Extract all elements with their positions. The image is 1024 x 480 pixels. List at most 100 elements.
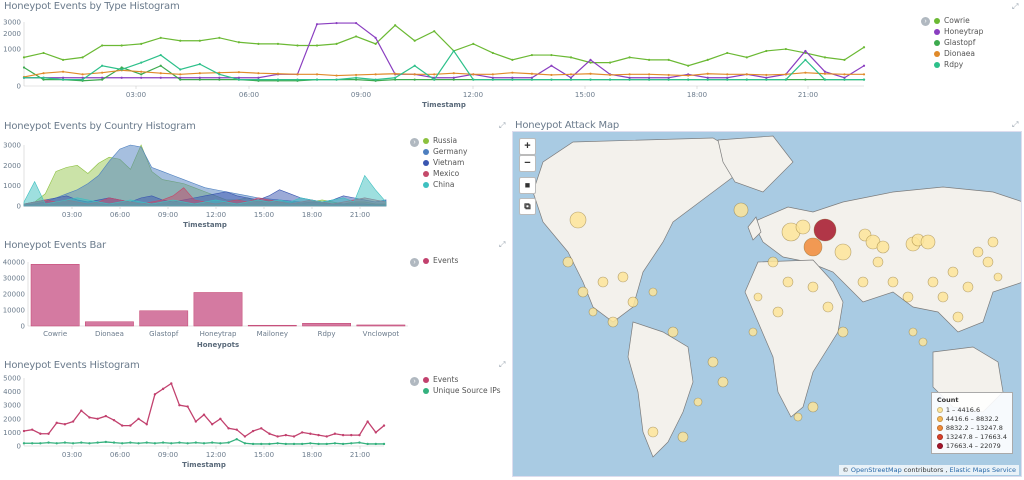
data-point [706,76,709,79]
data-point [96,441,99,444]
data-point [452,78,455,81]
y-tick-label: 1000 [3,46,21,54]
ems-link[interactable]: Elastic Maps Service [949,466,1016,474]
data-point [120,424,124,427]
expand-icon[interactable]: ⤢ [1012,120,1019,129]
attack-marker [918,337,928,347]
data-point [726,78,729,81]
attack-map[interactable]: + − ■ ⧉ Count 1 – 4416.6 4416.6 – 8832.2 8… [512,131,1022,477]
fit-bounds-button[interactable]: ⧉ [519,198,536,215]
events-bar-chart: 40000 30000 20000 10000 0 Cowrie Dionaea Glasto… [3,259,408,349]
data-point [88,416,91,419]
data-point [354,76,358,79]
legend-item[interactable]: Rdpy [934,59,983,70]
data-point [71,420,75,423]
legend-dot [423,170,429,177]
data-point [315,44,319,47]
series-line [23,24,865,67]
legend-item[interactable]: Unique Source IPs [423,385,501,396]
zoom-out-button[interactable]: − [519,155,536,172]
legend-toggle-icon[interactable]: › [410,258,419,267]
data-point [42,76,45,79]
data-point [284,433,288,437]
zoom-in-button[interactable]: + [519,138,536,155]
data-point [22,442,26,445]
y-tick-label: 0 [17,83,21,91]
map-legend-item: 8832.2 – 13247.8 [936,423,1007,432]
attack-marker [803,237,823,257]
data-point [745,56,748,59]
data-point [96,417,99,420]
data-point [667,73,670,77]
data-point [129,424,132,427]
expand-icon[interactable]: ⤢ [499,360,506,369]
data-point [784,78,787,81]
data-point [194,441,198,444]
data-point [745,78,748,81]
data-point [120,68,123,71]
legend-toggle-icon[interactable]: › [410,377,419,386]
landmass [717,135,794,193]
panel-title-events-histogram: Honeypot Events Histogram [4,360,140,371]
data-point [81,73,84,76]
data-point [394,72,397,75]
data-point [569,76,573,79]
legend-item[interactable]: Dionaea [934,48,983,59]
data-point [550,64,553,67]
data-point [186,442,189,445]
attack-marker [607,316,619,328]
draw-rectangle-button[interactable]: ■ [519,177,536,194]
data-point [648,76,651,79]
data-point [61,70,65,73]
attack-marker [920,234,936,250]
legend-label: Glastopf [944,38,976,47]
legend-item[interactable]: Germany [423,146,467,157]
legend-item[interactable]: Vietnam [423,157,467,168]
legend-item[interactable]: Cowrie [934,15,983,26]
legend-item[interactable]: Events [423,374,501,385]
legend-item[interactable]: Events [423,255,458,266]
y-tick-label: 1000 [3,429,21,437]
legend-toggle-icon[interactable]: › [410,138,419,147]
legend-item[interactable]: China [423,179,467,190]
data-point [862,64,866,67]
data-point [433,30,436,33]
data-point [276,72,280,75]
attack-marker [648,287,658,297]
osm-link[interactable]: OpenStreetMap [850,466,902,474]
legend-dot [934,28,940,35]
expand-icon[interactable]: ⤢ [1012,2,1019,11]
x-axis-title: Timestamp [183,221,227,229]
data-point [530,53,534,57]
data-point [452,76,455,79]
bar [193,292,243,327]
data-point [589,78,592,81]
data-point [315,23,319,26]
data-point [394,24,397,27]
data-point [511,71,514,74]
data-point [284,442,288,446]
legend-toggle-icon[interactable]: › [921,17,930,26]
data-point [161,441,165,444]
legend-item[interactable]: Mexico [423,168,467,179]
data-point [81,56,84,59]
data-point [315,78,319,81]
expand-icon[interactable]: ⤢ [499,240,506,249]
data-point [268,432,271,435]
data-point [765,49,768,53]
data-point [784,47,787,51]
legend-item[interactable]: Glastopf [934,37,983,48]
data-point [374,73,377,76]
legend-item[interactable]: Honeytrap [934,26,983,37]
data-point [687,64,690,67]
data-point [765,78,768,81]
data-point [101,76,104,79]
legend-item[interactable]: Russia [423,135,467,146]
legend-label: Events [433,375,459,384]
data-point [80,441,83,444]
data-point [843,73,846,76]
x-tick-label: 21:00 [350,451,370,459]
x-tick-label: Mailoney [257,330,288,338]
bar [85,321,134,327]
expand-icon[interactable]: ⤢ [499,121,506,130]
